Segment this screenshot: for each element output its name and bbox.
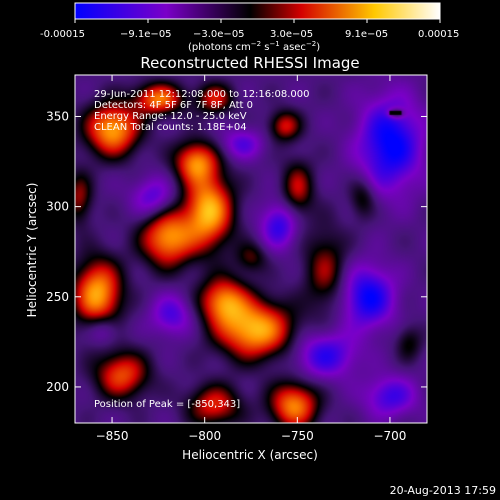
y-tick-label: 200 [46,380,69,394]
colorbar-tick-label: -0.00015 [40,29,85,40]
heatmap-container [75,75,427,423]
colorbar [74,2,441,20]
heatmap-image [75,75,427,423]
colorbar-tick-label: 3.0e−05 [270,29,313,40]
x-tick-label: −750 [281,429,314,443]
x-tick-label: −700 [373,429,406,443]
annotation-detectors: Detectors: 4F 5F 6F 7F 8F, Att 0 [94,100,253,111]
colorbar-tick-label: −3.0e−05 [193,29,245,40]
timestamp: 20-Aug-2013 17:59 [390,484,496,497]
y-tick-label: 250 [46,290,69,304]
colorbar-units: (photons cm−2 s−1 asec−2) [188,40,320,53]
annotation-peak: Position of Peak = [-850,343] [94,399,240,410]
y-tick-label: 350 [46,109,69,123]
y-axis-label: Heliocentric Y (arcsec) [25,183,39,318]
x-axis-label: Heliocentric X (arcsec) [182,448,318,462]
colorbar-tick-label: 0.00015 [418,29,459,40]
y-tick-label: 300 [46,200,69,214]
x-tick-label: −850 [96,429,129,443]
colorbar-tick-label: 9.1e−05 [345,29,388,40]
annotation-energy: Energy Range: 12.0 - 25.0 keV [94,111,247,122]
colorbar-ticks [74,19,441,23]
annotation-time: 29-Jun-2011 12:12:08.000 to 12:16:08.000 [94,89,310,100]
annotations: 29-Jun-2011 12:12:08.000 to 12:16:08.000… [94,89,310,410]
annotation-counts: CLEAN Total counts: 1.18E+04 [94,122,247,133]
x-tick-label: −800 [188,429,221,443]
chart-title: Reconstructed RHESSI Image [140,54,359,72]
axes: −850 −800 −750 −700 200 250 300 350 [46,75,427,443]
colorbar-tick-label: −9.1e−05 [120,29,172,40]
plot-frame [74,74,428,424]
